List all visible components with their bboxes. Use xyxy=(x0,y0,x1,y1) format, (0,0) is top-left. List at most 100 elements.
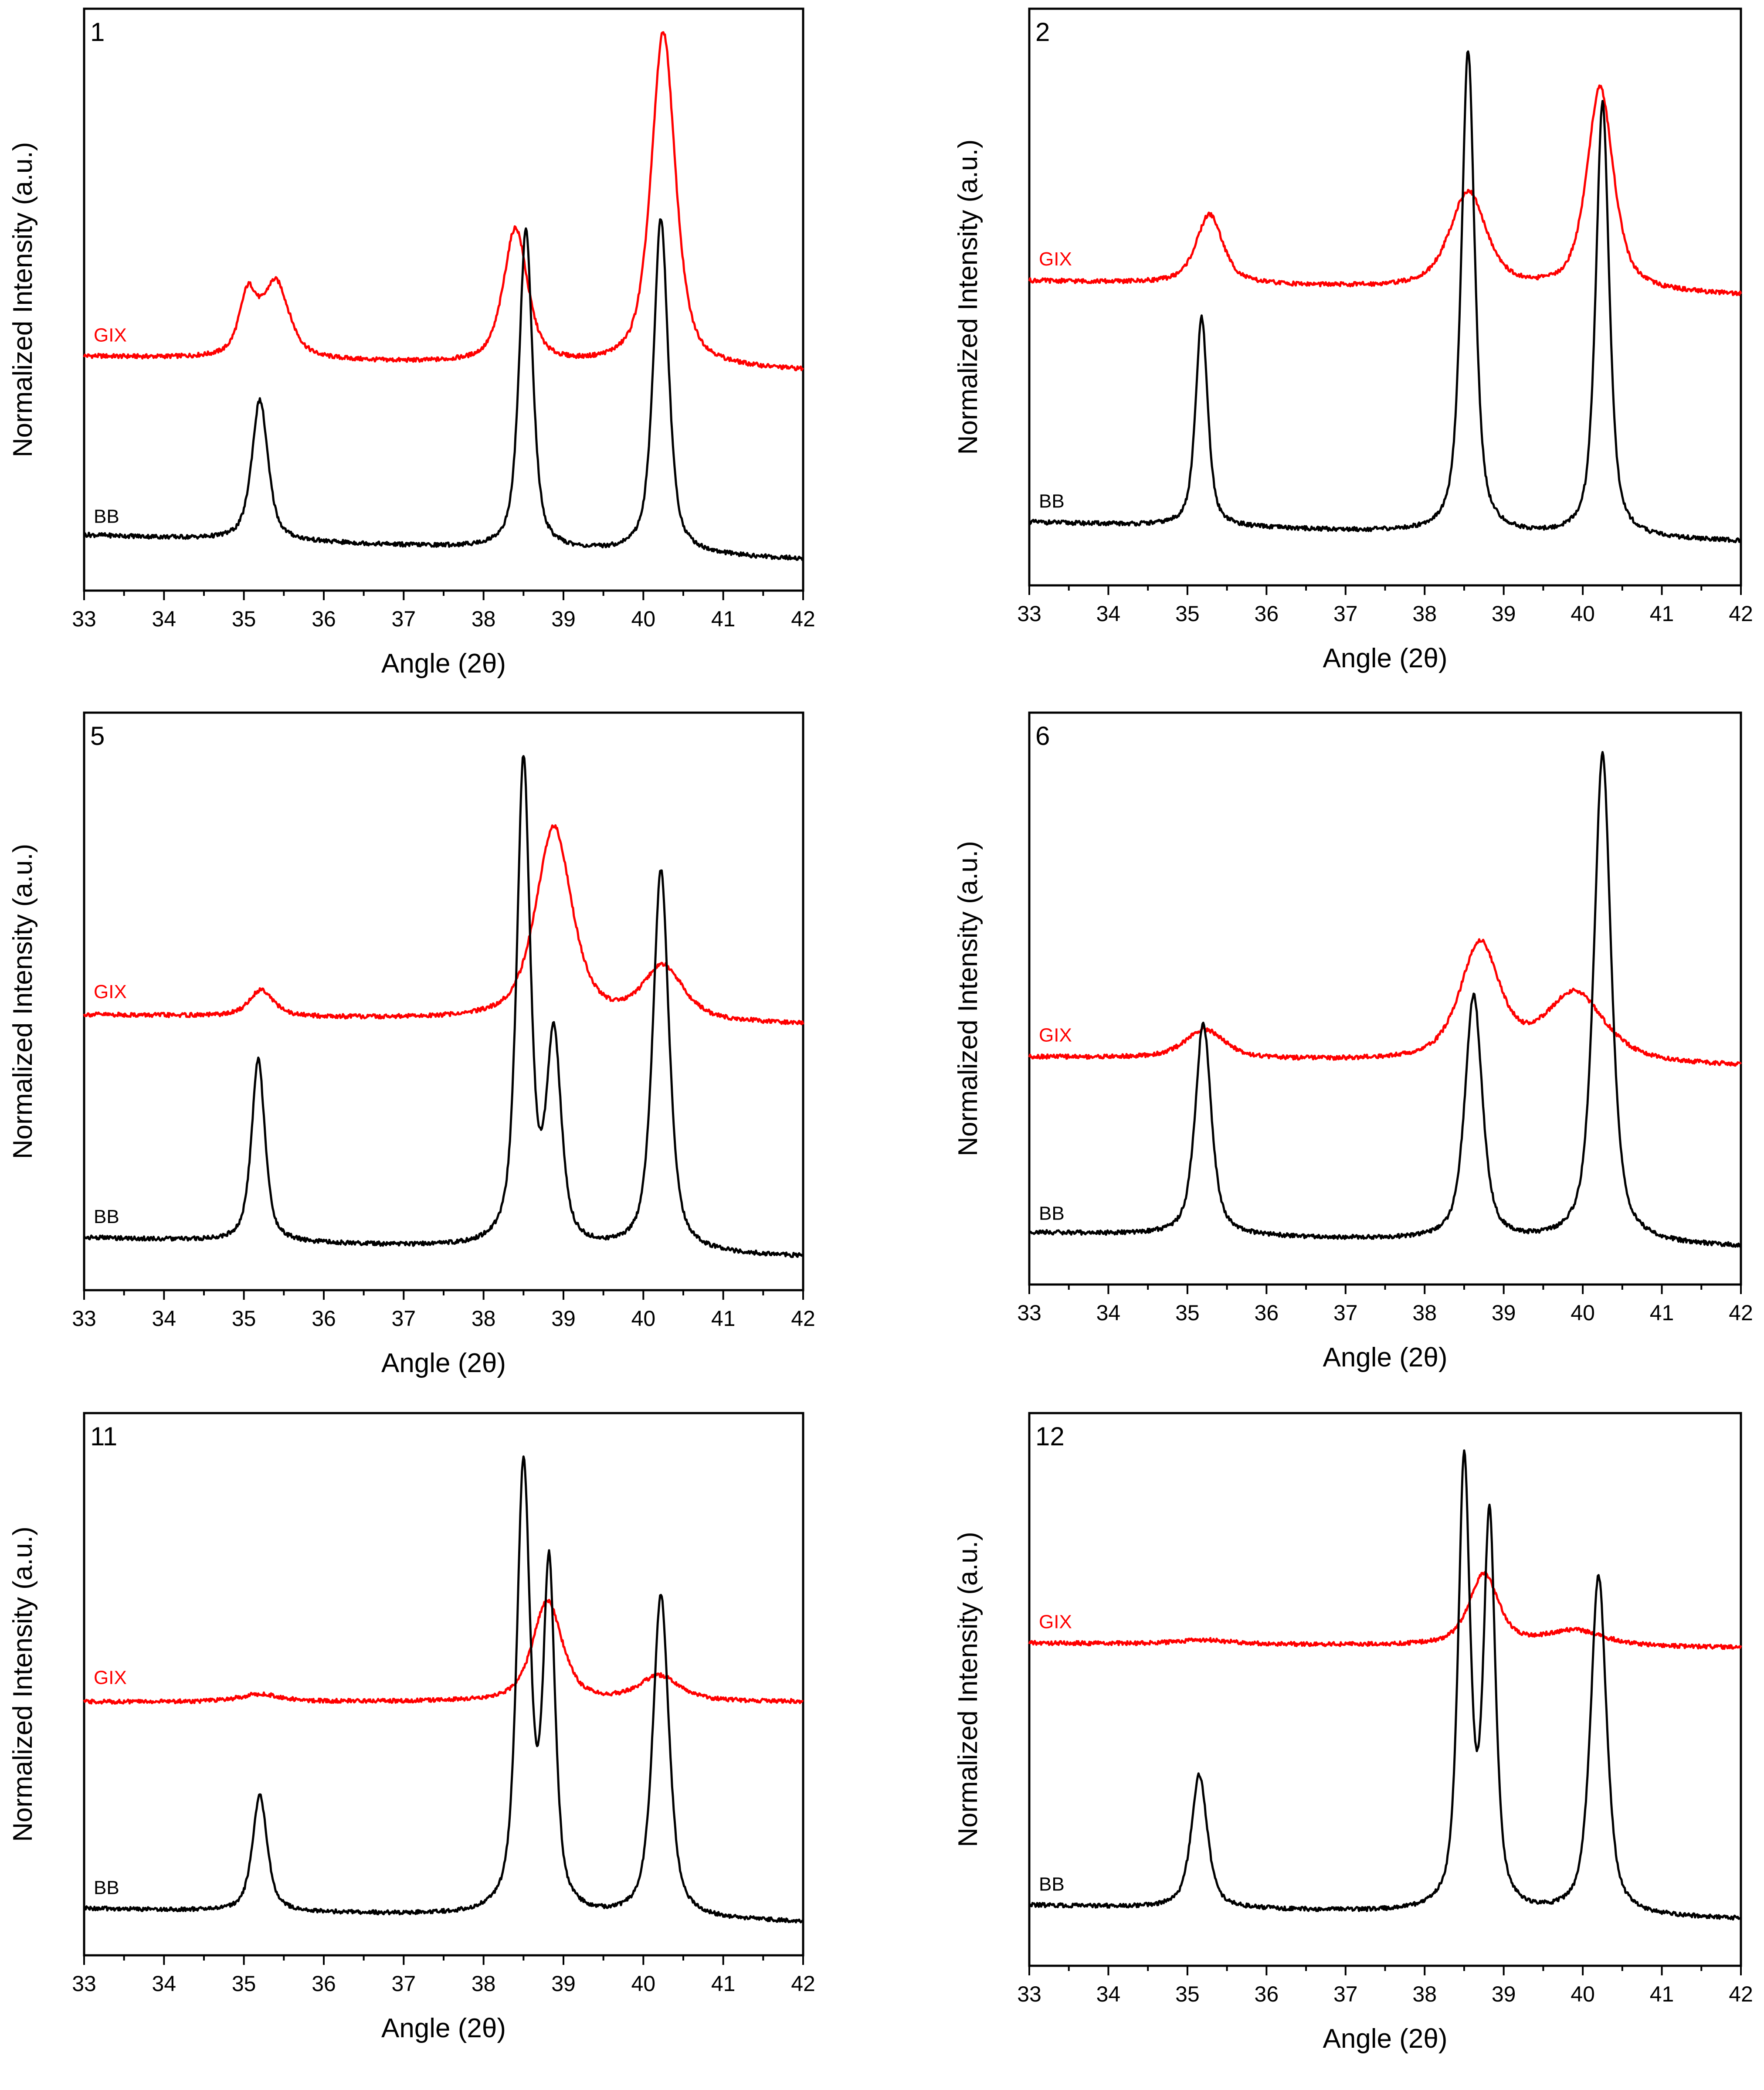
x-tick-label: 33 xyxy=(72,1971,96,1996)
series-line-gix xyxy=(1028,938,1742,1067)
x-tick-label: 36 xyxy=(1255,1982,1279,2006)
series-line-gix xyxy=(83,31,804,371)
series-label-gix: GIX xyxy=(1039,1611,1072,1633)
x-tick-label: 42 xyxy=(1729,602,1753,626)
x-tick-label: 33 xyxy=(1017,1301,1041,1325)
panel-number: 2 xyxy=(1035,17,1050,47)
x-tick-label: 34 xyxy=(152,607,176,631)
series-line-bb xyxy=(83,218,804,561)
x-tick-label: 39 xyxy=(1492,602,1516,626)
x-tick-label: 37 xyxy=(392,607,416,631)
x-tick-label: 42 xyxy=(1729,1301,1753,1325)
series-line-gix xyxy=(83,824,804,1026)
x-tick-label: 36 xyxy=(1255,602,1279,626)
plot-frame xyxy=(1028,7,1742,587)
x-tick-label: 34 xyxy=(1096,602,1121,626)
plot-frame xyxy=(1028,1412,1742,1967)
series-line-bb xyxy=(83,755,804,1258)
y-axis-title: Normalized Intensity (a.u.) xyxy=(953,139,983,455)
x-tick-label: 41 xyxy=(1650,1301,1674,1325)
plot-frame xyxy=(83,7,804,592)
chart-panel-12: 33 34 35 36 37 38 39 40 41 42 Angle (2θ) Normalized… xyxy=(953,1412,1753,2054)
x-tick-label: 33 xyxy=(72,607,96,631)
x-tick-label: 36 xyxy=(312,607,336,631)
x-tick-label: 37 xyxy=(1333,602,1358,626)
x-tick-label: 36 xyxy=(312,1306,336,1331)
x-tick-label: 41 xyxy=(1650,1982,1674,2006)
series-label-bb: BB xyxy=(1039,1873,1065,1895)
x-tick-label: 36 xyxy=(1255,1301,1279,1325)
x-tick-label: 40 xyxy=(631,1971,656,1996)
x-tick-label: 42 xyxy=(791,1971,815,1996)
series-label-gix: GIX xyxy=(94,324,127,346)
panel-number: 11 xyxy=(90,1422,117,1451)
x-tick-label: 39 xyxy=(551,607,576,631)
x-tick-label: 38 xyxy=(472,607,496,631)
x-tick-label: 33 xyxy=(72,1306,96,1331)
x-tick-label: 41 xyxy=(711,1306,736,1331)
y-axis-title: Normalized Intensity (a.u.) xyxy=(8,1526,38,1842)
x-tick-label: 39 xyxy=(1492,1301,1516,1325)
x-tick-label: 33 xyxy=(1017,602,1041,626)
series-label-gix: GIX xyxy=(1039,248,1072,270)
series-line-gix xyxy=(83,1599,804,1705)
x-tick-label: 37 xyxy=(1333,1301,1358,1325)
series-label-gix: GIX xyxy=(94,981,127,1003)
x-tick-label: 34 xyxy=(1096,1982,1121,2006)
x-tick-label: 41 xyxy=(711,607,736,631)
series-line-bb xyxy=(1028,751,1742,1248)
series-label-bb: BB xyxy=(94,1877,119,1898)
series-label-gix: GIX xyxy=(94,1667,127,1689)
x-tick-label: 33 xyxy=(1017,1982,1041,2006)
x-tick-label: 41 xyxy=(711,1971,736,1996)
y-axis-title: Normalized Intensity (a.u.) xyxy=(8,844,38,1159)
x-tick-label: 40 xyxy=(1571,1982,1595,2006)
x-tick-label: 38 xyxy=(472,1971,496,1996)
chart-panel-6: 33 34 35 36 37 38 39 40 41 42 Angle (2θ) Normalized… xyxy=(953,711,1753,1373)
x-tick-label: 34 xyxy=(152,1971,176,1996)
panel-number: 1 xyxy=(90,17,105,47)
plot-frame xyxy=(83,1412,804,1957)
x-tick-label: 37 xyxy=(1333,1982,1358,2006)
panel-number: 12 xyxy=(1035,1422,1065,1451)
x-tick-label: 40 xyxy=(631,1306,656,1331)
x-tick-label: 42 xyxy=(791,607,815,631)
x-tick-label: 35 xyxy=(1175,602,1200,626)
chart-panel-5: 33 34 35 36 37 38 39 40 41 42 Angle (2θ) Normalized… xyxy=(8,711,815,1378)
x-tick-label: 36 xyxy=(312,1971,336,1996)
x-axis-title: Angle (2θ) xyxy=(381,1348,506,1378)
x-axis-title: Angle (2θ) xyxy=(381,2013,506,2043)
series-label-bb: BB xyxy=(94,1206,119,1227)
x-axis-title: Angle (2θ) xyxy=(1323,2024,1447,2054)
x-tick-label: 34 xyxy=(1096,1301,1121,1325)
x-tick-label: 41 xyxy=(1650,602,1674,626)
series-label-bb: BB xyxy=(1039,491,1065,512)
x-tick-label: 40 xyxy=(1571,602,1595,626)
x-tick-label: 37 xyxy=(392,1971,416,1996)
series-line-gix xyxy=(1028,84,1742,296)
x-tick-label: 35 xyxy=(232,1306,256,1331)
x-tick-label: 38 xyxy=(1412,1982,1437,2006)
series-label-gix: GIX xyxy=(1039,1024,1072,1046)
chart-panel-1: 33 34 35 36 37 38 39 40 41 42 Angle (2θ) Normalized… xyxy=(8,7,815,679)
x-tick-label: 37 xyxy=(392,1306,416,1331)
series-line-bb xyxy=(84,1455,804,1923)
series-line-bb xyxy=(1028,50,1742,544)
x-axis-title: Angle (2θ) xyxy=(381,649,506,679)
y-axis-title: Normalized Intensity (a.u.) xyxy=(8,142,38,458)
x-tick-label: 39 xyxy=(551,1306,576,1331)
y-axis-title: Normalized Intensity (a.u.) xyxy=(953,841,983,1156)
x-tick-label: 35 xyxy=(1175,1301,1200,1325)
series-line-gix xyxy=(1028,1571,1742,1650)
series-label-bb: BB xyxy=(1039,1203,1065,1224)
x-axis-title: Angle (2θ) xyxy=(1323,643,1447,673)
x-tick-label: 34 xyxy=(152,1306,176,1331)
x-axis-title: Angle (2θ) xyxy=(1323,1342,1447,1373)
x-tick-label: 39 xyxy=(1492,1982,1516,2006)
panel-number: 6 xyxy=(1035,721,1050,751)
x-tick-label: 35 xyxy=(232,1971,256,1996)
x-tick-label: 35 xyxy=(1175,1982,1200,2006)
x-tick-label: 38 xyxy=(472,1306,496,1331)
plot-frame xyxy=(1028,711,1742,1286)
